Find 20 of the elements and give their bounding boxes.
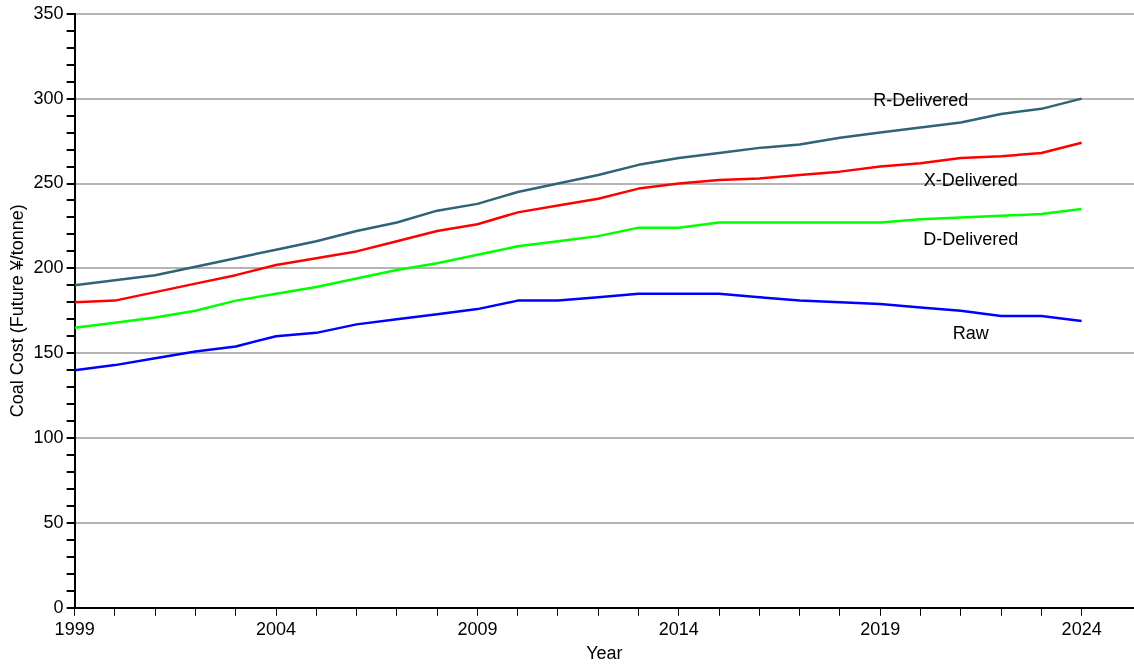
y-tick-label: 100 (33, 427, 64, 448)
y-tick-label: 250 (33, 172, 64, 193)
series-label: X-Delivered (923, 170, 1018, 191)
x-tick-label: 2004 (256, 618, 297, 639)
y-tick-label: 200 (33, 257, 64, 278)
y-tick-label: 150 (33, 342, 64, 363)
x-tick-label: 2014 (658, 618, 699, 639)
x-tick-label: 2009 (457, 618, 498, 639)
y-tick-label: 300 (33, 87, 64, 108)
x-tick-label: 2019 (860, 618, 901, 639)
y-tick-label: 350 (33, 2, 64, 23)
y-axis-title: Coal Cost (Future ¥/tonne) (6, 204, 27, 418)
y-tick-label: 50 (43, 511, 64, 532)
x-tick-label: 2024 (1061, 618, 1102, 639)
series-label: D-Delivered (923, 229, 1019, 250)
x-tick-label: 1999 (54, 618, 95, 639)
series-label: R-Delivered (873, 90, 969, 111)
series-label: Raw (952, 322, 990, 343)
x-axis-title: Year (586, 643, 623, 664)
y-tick-label: 0 (53, 596, 64, 617)
